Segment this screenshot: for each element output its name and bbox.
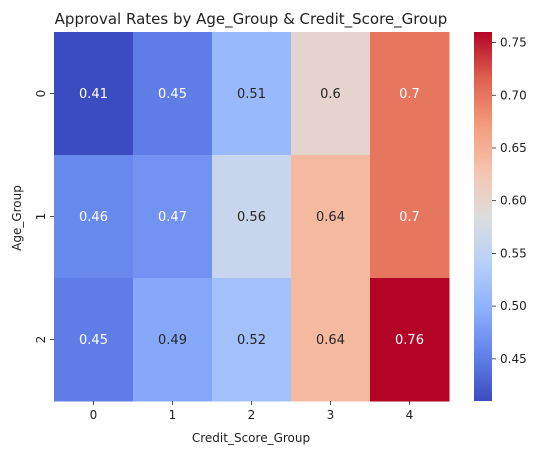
x-tick-label-3: 3 bbox=[327, 408, 335, 422]
x-tick-label-0: 0 bbox=[90, 408, 98, 422]
cell-value-label-0-1: 0.45 bbox=[158, 87, 187, 102]
colorbar-tick-label-6: 0.75 bbox=[500, 36, 527, 50]
x-tick-label-1: 1 bbox=[169, 408, 177, 422]
cell-value-label-1-0: 0.46 bbox=[79, 210, 108, 225]
cell-value-label-2-0: 0.45 bbox=[79, 333, 108, 348]
heatmap-cells: 0.41 0.45 0.51 0.6 0.7 0.46 0.47 0.56 0.64 0.7 0.4… bbox=[54, 32, 450, 402]
heatmap-cell-1-3 bbox=[291, 155, 371, 279]
heatmap-cell-2-0 bbox=[54, 278, 134, 402]
y-axis-ticks: 0 1 2 bbox=[34, 90, 54, 344]
colorbar-tick-label-0: 0.45 bbox=[500, 352, 527, 366]
cell-value-label-0-2: 0.51 bbox=[237, 87, 266, 102]
colorbar-tick-label-1: 0.50 bbox=[500, 299, 527, 313]
heatmap-cell-2-4 bbox=[370, 278, 450, 402]
y-tick-label-1: 1 bbox=[34, 213, 48, 221]
cell-value-label-2-4: 0.76 bbox=[395, 333, 424, 348]
heatmap-cell-1-4 bbox=[370, 155, 450, 279]
cell-value-label-1-4: 0.7 bbox=[399, 210, 420, 225]
heatmap-cell-0-2 bbox=[212, 32, 292, 156]
x-axis-label: Credit_Score_Group bbox=[192, 431, 310, 445]
heatmap-cell-2-2 bbox=[212, 278, 292, 402]
cell-value-label-0-4: 0.7 bbox=[399, 87, 420, 102]
colorbar: 0.45 0.50 0.55 0.60 0.65 0.70 0.75 bbox=[474, 32, 527, 401]
cell-value-label-2-2: 0.52 bbox=[237, 333, 266, 348]
y-tick-label-2: 2 bbox=[34, 336, 48, 344]
heatmap-cell-0-1 bbox=[133, 32, 213, 156]
heatmap-cell-0-0 bbox=[54, 32, 134, 156]
cell-value-label-1-3: 0.64 bbox=[316, 210, 345, 225]
cell-value-label-0-3: 0.6 bbox=[320, 87, 341, 102]
chart-title: Approval Rates by Age_Group & Credit_Sco… bbox=[55, 10, 448, 29]
y-axis-label: Age_Group bbox=[10, 185, 24, 251]
cell-value-label-1-2: 0.56 bbox=[237, 210, 266, 225]
heatmap-cell-0-3 bbox=[291, 32, 371, 156]
colorbar-tick-label-2: 0.55 bbox=[500, 246, 527, 260]
x-tick-label-4: 4 bbox=[406, 408, 414, 422]
heatmap-cell-2-1 bbox=[133, 278, 213, 402]
colorbar-tick-label-4: 0.65 bbox=[500, 141, 527, 155]
heatmap-cell-1-0 bbox=[54, 155, 134, 279]
cell-value-label-2-3: 0.64 bbox=[316, 333, 345, 348]
heatmap-cell-1-1 bbox=[133, 155, 213, 279]
heatmap-cell-0-4 bbox=[370, 32, 450, 156]
heatmap-cell-1-2 bbox=[212, 155, 292, 279]
y-tick-label-0: 0 bbox=[34, 90, 48, 98]
heatmap-cell-2-3 bbox=[291, 278, 371, 402]
x-axis-ticks: 0 1 2 3 4 bbox=[90, 401, 414, 422]
colorbar-tick-label-5: 0.70 bbox=[500, 88, 527, 102]
cell-value-label-2-1: 0.49 bbox=[158, 333, 187, 348]
colorbar-tick-label-3: 0.60 bbox=[500, 194, 527, 208]
x-tick-label-2: 2 bbox=[248, 408, 256, 422]
cell-value-label-1-1: 0.47 bbox=[158, 210, 187, 225]
cell-value-label-0-0: 0.41 bbox=[79, 87, 108, 102]
colorbar-gradient bbox=[474, 32, 492, 401]
